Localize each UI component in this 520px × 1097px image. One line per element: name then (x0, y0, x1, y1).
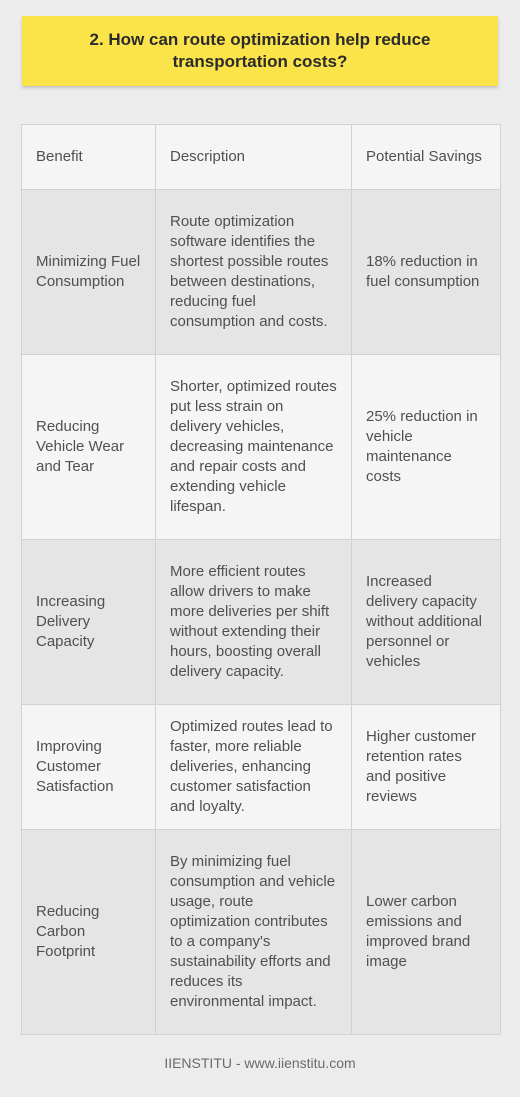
cell-description: Route optimization software identifies t… (155, 189, 352, 355)
page-title: 2. How can route optimization help reduc… (89, 30, 431, 71)
cell-benefit: Increasing Delivery Capacity (21, 539, 156, 705)
header-benefit: Benefit (21, 124, 156, 190)
cell-benefit: Reducing Vehicle Wear and Tear (21, 354, 156, 540)
table-row: Improving Customer Satisfaction Optimize… (21, 704, 501, 830)
table-row: Minimizing Fuel Consumption Route optimi… (21, 189, 501, 355)
cell-benefit: Improving Customer Satisfaction (21, 704, 156, 830)
cell-savings: Increased delivery capacity without addi… (351, 539, 501, 705)
cell-benefit: Reducing Carbon Footprint (21, 829, 156, 1035)
table-row: Reducing Vehicle Wear and Tear Shorter, … (21, 354, 501, 540)
cell-benefit: Minimizing Fuel Consumption (21, 189, 156, 355)
cell-savings: 18% reduction in fuel consumption (351, 189, 501, 355)
header-potential-savings: Potential Savings (351, 124, 501, 190)
cell-description: By minimizing fuel consumption and vehic… (155, 829, 352, 1035)
cell-description: More efficient routes allow drivers to m… (155, 539, 352, 705)
header-description: Description (155, 124, 352, 190)
benefits-table: Benefit Description Potential Savings Mi… (21, 124, 501, 1035)
table-header-row: Benefit Description Potential Savings (21, 124, 501, 190)
footer-credit: IIENSTITU - www.iienstitu.com (164, 1055, 356, 1071)
cell-savings: Lower carbon emissions and improved bran… (351, 829, 501, 1035)
cell-savings: 25% reduction in vehicle maintenance cos… (351, 354, 501, 540)
cell-description: Shorter, optimized routes put less strai… (155, 354, 352, 540)
table-row: Reducing Carbon Footprint By minimizing … (21, 829, 501, 1035)
cell-savings: Higher customer retention rates and posi… (351, 704, 501, 830)
table-row: Increasing Delivery Capacity More effici… (21, 539, 501, 705)
title-banner: 2. How can route optimization help reduc… (22, 16, 498, 86)
cell-description: Optimized routes lead to faster, more re… (155, 704, 352, 830)
